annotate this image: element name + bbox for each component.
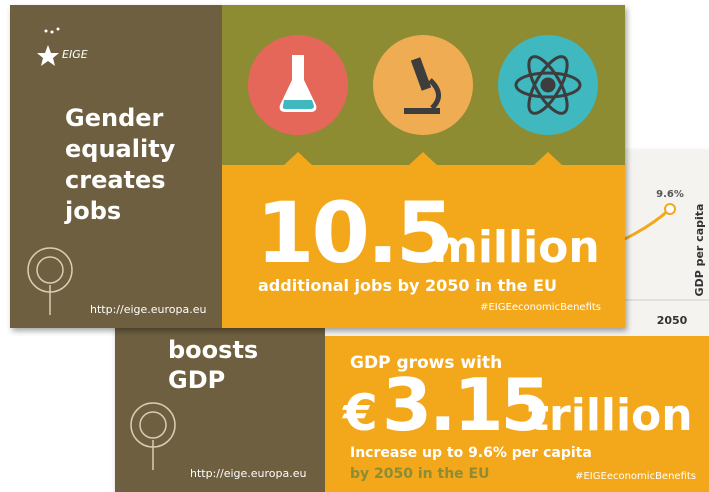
detail: additional jobs by 2050 in the EU	[258, 276, 557, 295]
pointers	[283, 152, 563, 166]
chart-value: 9.6%	[656, 189, 684, 200]
icon-flask	[248, 35, 348, 135]
url: http://eige.europa.eu	[90, 303, 206, 316]
detail: Increase up to 9.6% per capita	[350, 445, 592, 461]
hashtag: #EIGEeconomicBenefits	[480, 302, 601, 313]
logo-text: EIGE	[62, 48, 88, 61]
heading-line: boosts	[168, 336, 258, 364]
amount: 3.15	[382, 363, 548, 447]
heading-line: creates	[65, 166, 166, 194]
heading-line: GDP	[168, 366, 225, 394]
url: http://eige.europa.eu	[190, 467, 306, 480]
unit: million	[432, 222, 600, 273]
hashtag: #EIGEeconomicBenefits	[575, 471, 696, 482]
detail: by 2050 in the EU	[350, 466, 489, 482]
icon-atom	[498, 35, 598, 135]
amount: 10.5	[256, 184, 451, 282]
unit: trillion	[528, 390, 693, 441]
logo	[37, 27, 60, 66]
icon-microscope	[373, 35, 473, 135]
chart-x-label: 2050	[657, 314, 688, 327]
chart-y-label: GDP per capita	[693, 204, 706, 297]
heading-line: equality	[65, 135, 176, 163]
tree-icon	[130, 402, 176, 470]
heading-line: Gender	[65, 104, 164, 132]
headline: GDP grows with	[350, 353, 502, 373]
tree-icon	[27, 247, 73, 315]
heading-line: jobs	[64, 197, 121, 225]
currency: €	[342, 384, 378, 442]
chart-dot	[664, 203, 676, 215]
